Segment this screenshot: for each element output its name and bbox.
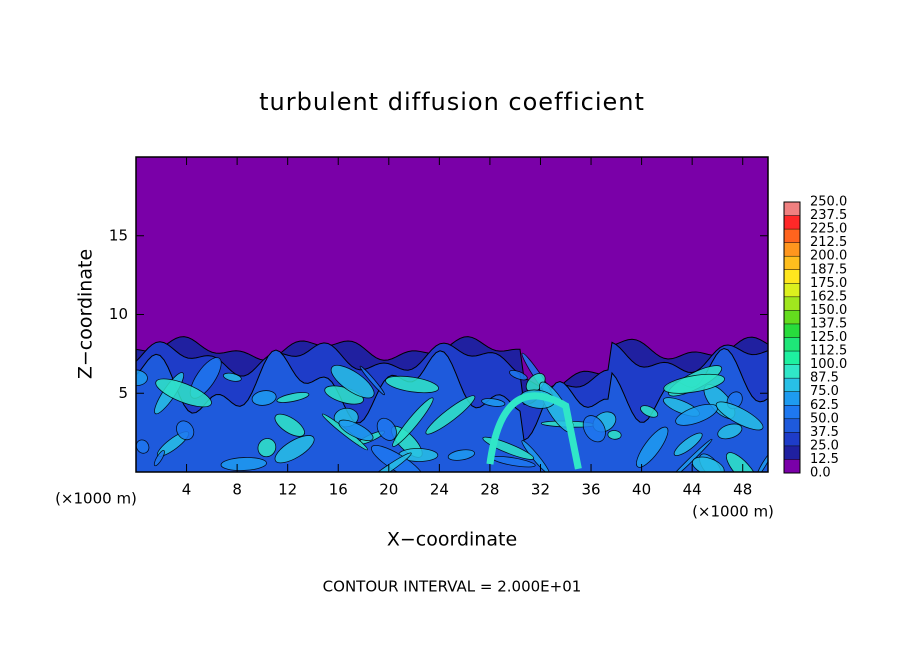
colorbar-label: 12.5 — [810, 452, 839, 467]
x-axis-label: X−coordinate — [387, 529, 517, 551]
colorbar-cell — [784, 364, 800, 379]
x-tick-label: 8 — [232, 481, 242, 499]
field-eddy — [330, 364, 375, 399]
colorbar-label: 125.0 — [810, 330, 847, 345]
colorbar-cell — [784, 378, 800, 392]
colorbar-cell — [784, 445, 800, 460]
field-eddy — [276, 392, 310, 403]
colorbar-cell — [784, 242, 800, 257]
field-eddy — [359, 365, 385, 396]
field-eddy — [385, 375, 440, 394]
colorbar-label: 87.5 — [810, 371, 839, 386]
colorbar-cell — [784, 337, 800, 352]
field-eddy — [725, 452, 759, 472]
colorbar-label: 62.5 — [810, 398, 839, 413]
x-tick-label: 20 — [379, 481, 398, 499]
colorbar-cell — [784, 351, 800, 365]
colorbar-cell — [784, 229, 800, 243]
x-unit: (×1000 m) — [692, 503, 774, 521]
colorbar-cell — [784, 432, 800, 446]
colorbar-label: 25.0 — [810, 438, 839, 453]
colorbar-cell — [784, 310, 800, 324]
colorbar-label: 137.5 — [810, 316, 847, 331]
field-eddy — [153, 450, 165, 467]
y-tick-label: 10 — [109, 305, 128, 323]
field-eddy — [376, 417, 397, 441]
colorbar-cell — [784, 323, 800, 338]
field-eddy — [636, 426, 669, 468]
x-tick-label: 4 — [182, 481, 192, 499]
field-eddy — [222, 372, 242, 382]
field-eddy — [673, 432, 703, 456]
field-eddy — [136, 439, 150, 454]
colorbar-label: 250.0 — [810, 195, 847, 210]
chart-title: turbulent diffusion coefficient — [259, 88, 645, 116]
field-eddy — [251, 390, 277, 406]
colorbar-cell — [784, 269, 800, 284]
colorbar-label: 175.0 — [810, 276, 847, 291]
field-eddy — [640, 405, 659, 418]
colorbar-cell — [784, 256, 800, 270]
colorbar-label: 37.5 — [810, 425, 839, 440]
colorbar-label: 112.5 — [810, 344, 847, 359]
field-eddy — [274, 413, 305, 437]
field — [136, 157, 768, 472]
x-tick-label: 24 — [430, 481, 449, 499]
colorbar-cell — [784, 283, 800, 297]
colorbar-cell — [784, 391, 800, 406]
x-tick-label: 12 — [278, 481, 297, 499]
field-eddy — [663, 373, 725, 394]
x-tick-label: 36 — [581, 481, 600, 499]
x-tick-label: 40 — [632, 481, 651, 499]
y-unit: (×1000 m) — [55, 490, 137, 508]
colorbar-cell — [784, 418, 800, 433]
field-eddy — [425, 395, 476, 435]
colorbar-label: 0.0 — [810, 466, 831, 481]
field-eddy — [715, 401, 764, 431]
field-eddy — [155, 378, 212, 408]
y-axis-label: Z−coordinate — [75, 249, 97, 379]
field-eddy — [274, 435, 315, 464]
field-eddy — [338, 419, 374, 442]
x-tick-label: 16 — [329, 481, 348, 499]
field-eddy — [447, 449, 476, 461]
colorbar-cell — [784, 459, 800, 473]
x-tick-label: 44 — [683, 481, 702, 499]
field-eddy — [481, 398, 506, 407]
field-eddy — [607, 430, 622, 440]
colorbar-cell — [784, 202, 800, 216]
colorbar-cell — [784, 405, 800, 419]
field-arc — [486, 392, 582, 470]
colorbar-cell — [784, 296, 800, 311]
colorbar-label: 225.0 — [810, 222, 847, 237]
x-tick-label: 28 — [480, 481, 499, 499]
colorbar-label: 162.5 — [810, 289, 847, 304]
field-eddy — [257, 438, 277, 458]
field-eddy — [582, 415, 606, 443]
contour-note: CONTOUR INTERVAL = 2.000E+01 — [323, 578, 582, 596]
x-tick-label: 48 — [733, 481, 752, 499]
colorbar-cell — [784, 215, 800, 230]
colorbar-label: 237.5 — [810, 208, 847, 223]
y-tick-label: 5 — [118, 384, 128, 402]
field-eddy — [362, 452, 412, 472]
colorbar-label: 212.5 — [810, 235, 847, 250]
field-eddy — [668, 438, 713, 472]
colorbar-label: 150.0 — [810, 303, 847, 318]
field-eddy — [392, 397, 434, 447]
colorbar-label: 187.5 — [810, 262, 847, 277]
colorbar-label: 100.0 — [810, 357, 847, 372]
field-eddy — [509, 369, 528, 381]
field-eddy — [220, 457, 267, 471]
colorbar-label: 50.0 — [810, 411, 839, 426]
y-tick-label: 15 — [109, 226, 128, 244]
x-tick-label: 32 — [531, 481, 550, 499]
field-eddy — [717, 423, 743, 440]
field-eddy — [176, 420, 195, 441]
colorbar-label: 75.0 — [810, 384, 839, 399]
colorbar-label: 200.0 — [810, 249, 847, 264]
